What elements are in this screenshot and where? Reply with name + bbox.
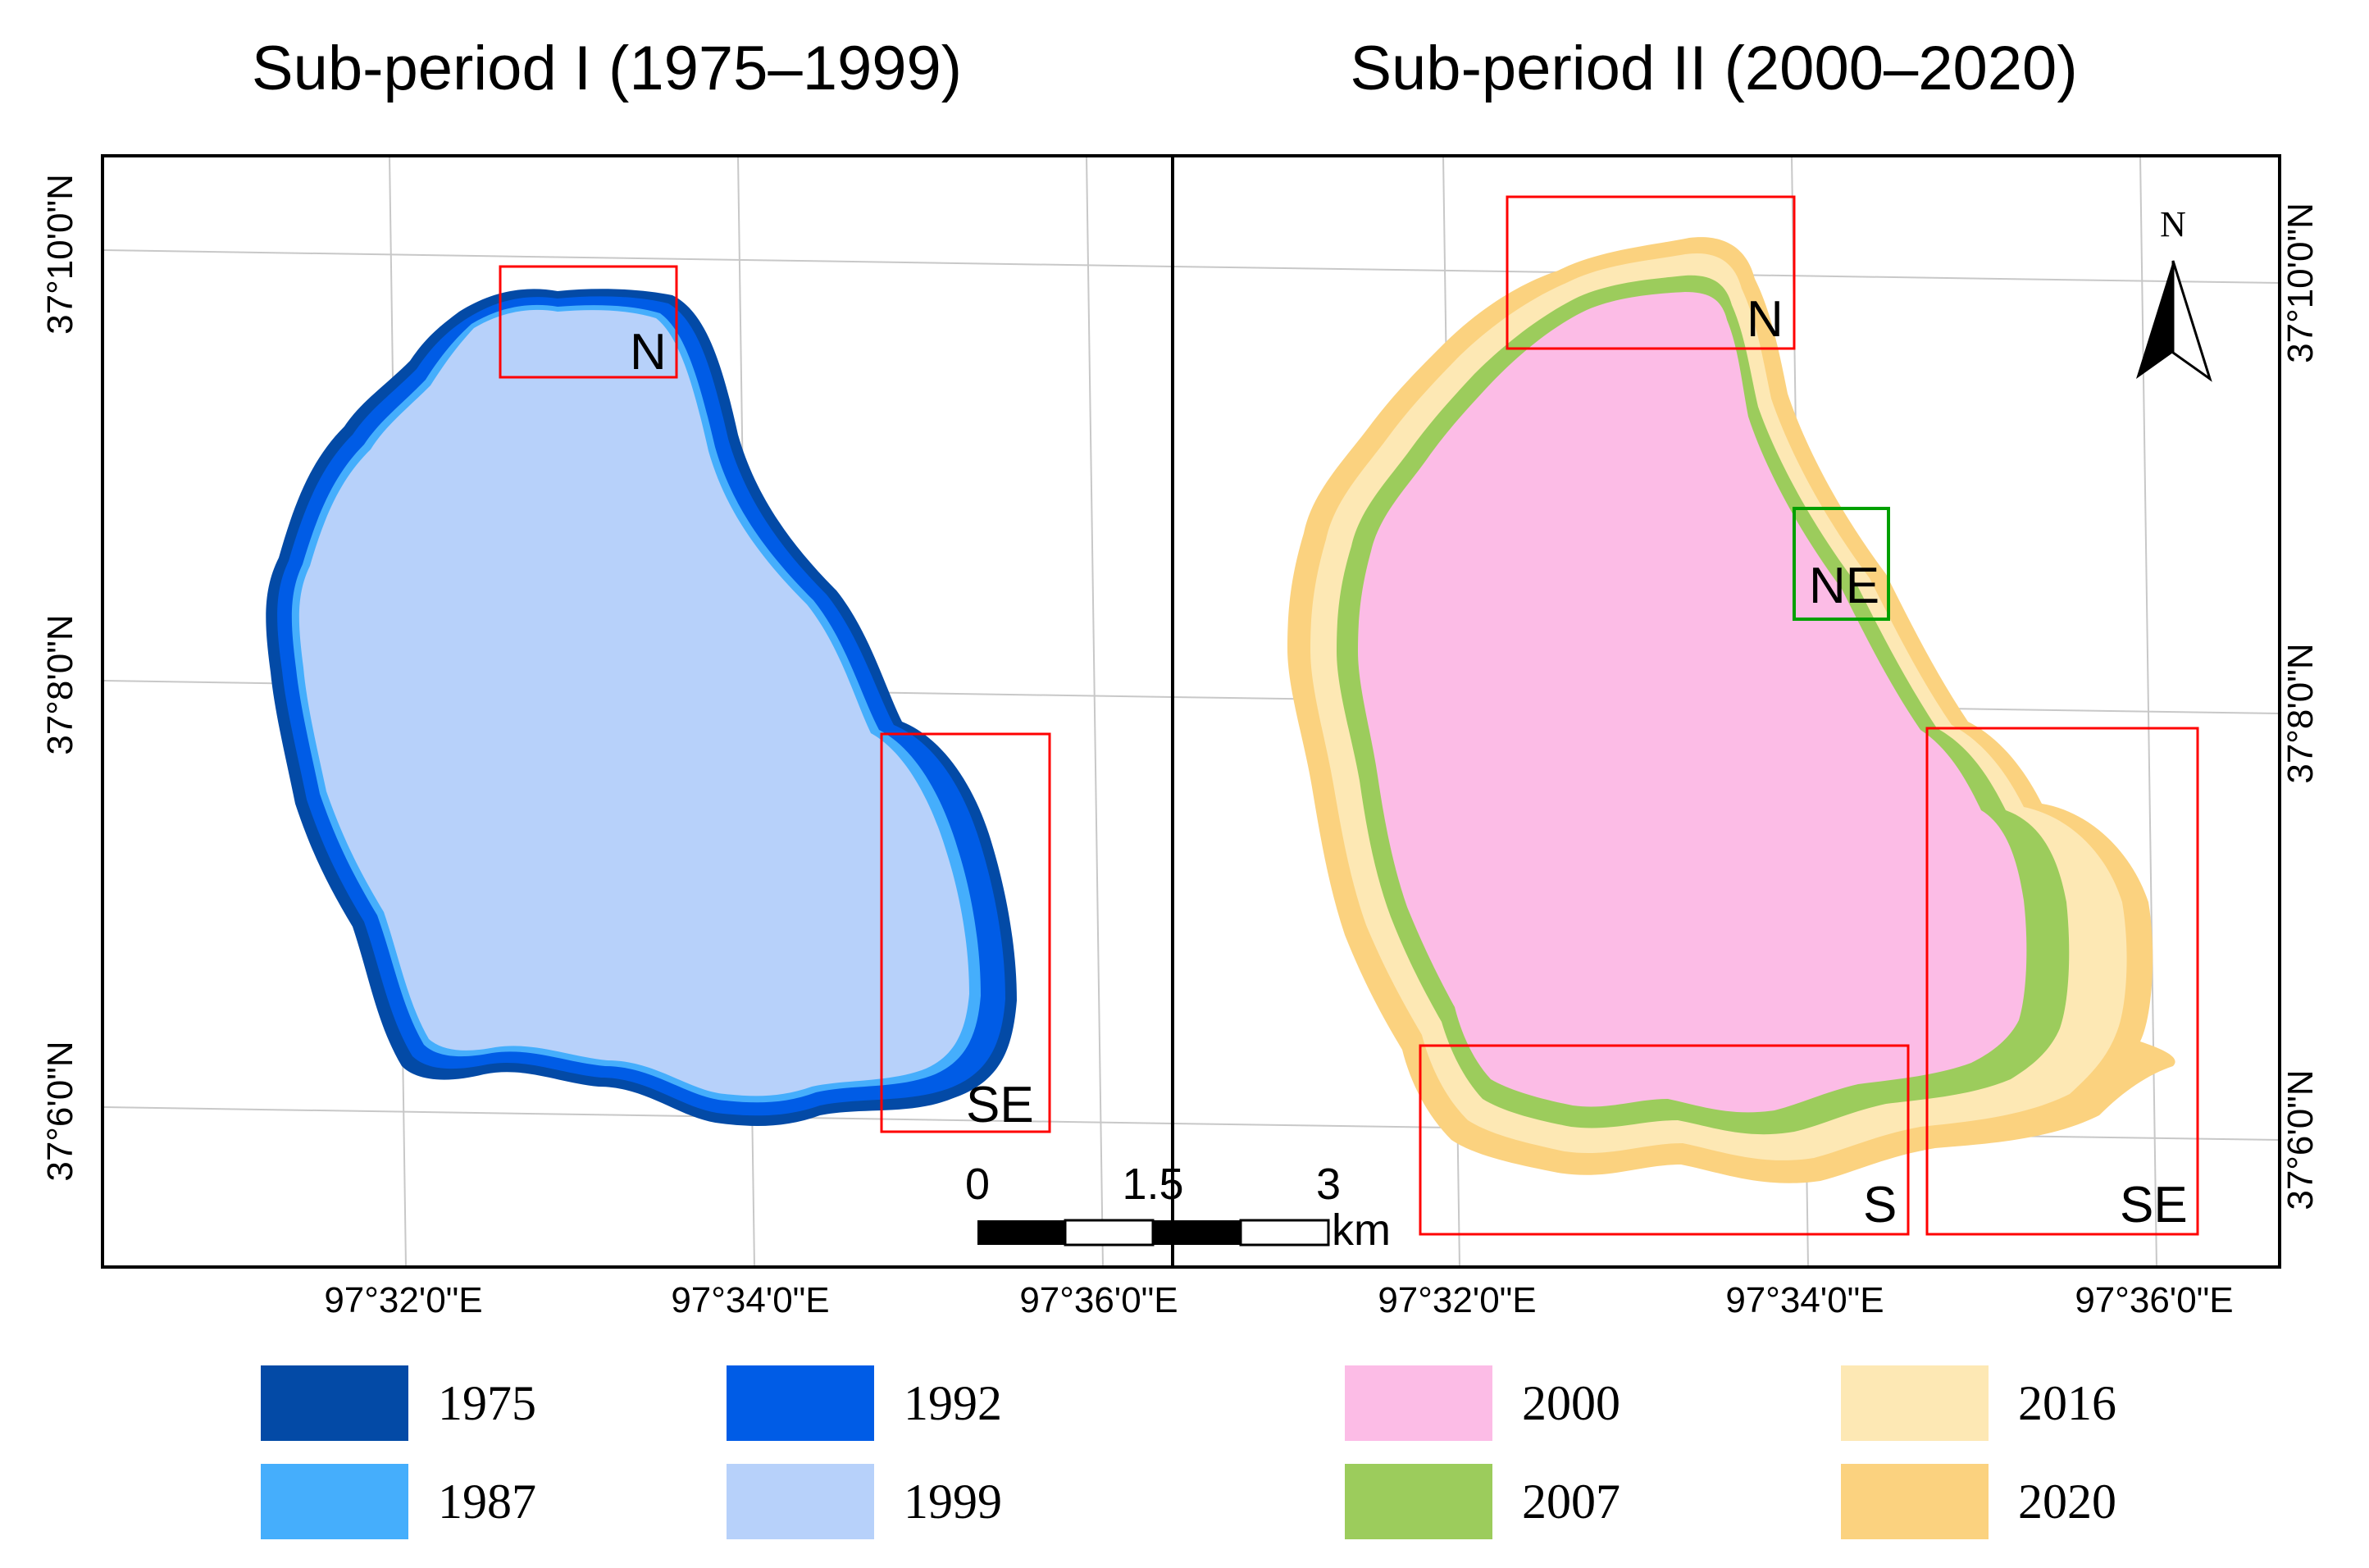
map-frame bbox=[101, 154, 2281, 1269]
legend-label: 2007 bbox=[1522, 1474, 1620, 1529]
panel1-title: Sub-period I (1975–1999) bbox=[251, 34, 963, 103]
lake-area-1999 bbox=[298, 309, 970, 1096]
box-se-panel2 bbox=[1925, 727, 2199, 1236]
graticule-line bbox=[102, 249, 1173, 267]
lat-label-left: 37°8'0"N bbox=[40, 614, 80, 754]
legend-swatch bbox=[727, 1464, 874, 1539]
lat-label-left: 37°6'0"N bbox=[40, 1041, 80, 1181]
scale-unit: km bbox=[1332, 1206, 1391, 1255]
legend-item: 1987 bbox=[261, 1464, 536, 1539]
box-label-n-panel1: N bbox=[630, 324, 667, 381]
lon-label-panel2: 97°36'0"E bbox=[2075, 1280, 2233, 1320]
legend-label: 1999 bbox=[904, 1474, 1002, 1529]
lon-label-panel1: 97°32'0"E bbox=[324, 1280, 482, 1320]
scale-segment bbox=[1064, 1219, 1155, 1247]
north-arrow-label: N bbox=[2160, 204, 2186, 244]
legend-label: 2016 bbox=[2018, 1375, 2116, 1430]
lat-label-right: 37°8'0"N bbox=[2280, 643, 2321, 783]
legend-item: 2000 bbox=[1345, 1365, 1620, 1441]
legend-swatch bbox=[1345, 1464, 1492, 1539]
lake-panel1 bbox=[266, 289, 1017, 1126]
panel2-boxes: N NE S SE bbox=[1419, 195, 2199, 1236]
legend-swatch bbox=[727, 1365, 874, 1441]
scale-segment bbox=[977, 1220, 1065, 1245]
lat-labels-left: 37°10'0"N 37°8'0"N 37°6'0"N bbox=[40, 174, 80, 1182]
box-label-n-panel2: N bbox=[1747, 291, 1784, 348]
legend-label: 1975 bbox=[438, 1375, 536, 1430]
legend-item: 1992 bbox=[727, 1365, 1002, 1441]
scale-tick-1: 1.5 bbox=[1122, 1160, 1183, 1209]
lat-labels-right: 37°10'0"N 37°8'0"N 37°6'0"N bbox=[2280, 203, 2321, 1210]
north-arrow: N bbox=[2136, 204, 2212, 382]
box-se-panel1 bbox=[880, 732, 1051, 1133]
box-label-ne-panel2: NE bbox=[1809, 558, 1879, 614]
lat-label-right: 37°6'0"N bbox=[2280, 1069, 2321, 1210]
graticule-line bbox=[102, 1106, 1173, 1124]
box-n-panel2 bbox=[1506, 195, 1796, 350]
legend-item: 1999 bbox=[727, 1464, 1002, 1539]
lat-label-right: 37°10'0"N bbox=[2280, 203, 2321, 363]
lon-label-panel2: 97°34'0"E bbox=[1725, 1280, 1884, 1320]
north-arrow-right-half bbox=[2171, 260, 2212, 382]
box-n-panel1 bbox=[499, 265, 678, 379]
legend-item: 2020 bbox=[1841, 1464, 2116, 1539]
lon-labels: 97°32'0"E 97°34'0"E 97°36'0"E 97°32'0"E … bbox=[324, 1280, 2233, 1320]
box-label-se-panel1: SE bbox=[966, 1077, 1034, 1133]
lat-label-left: 37°10'0"N bbox=[40, 174, 80, 335]
lon-label-panel1: 97°36'0"E bbox=[1019, 1280, 1178, 1320]
north-arrow-left-half bbox=[2136, 261, 2173, 379]
lake-area-2000 bbox=[1358, 292, 2027, 1113]
legend-label: 1992 bbox=[904, 1375, 1002, 1430]
legend-swatch bbox=[261, 1365, 408, 1441]
legend-swatch bbox=[1345, 1365, 1492, 1441]
box-ne-panel2 bbox=[1793, 507, 1890, 621]
legend-swatch bbox=[1841, 1464, 1989, 1539]
legend-item: 2007 bbox=[1345, 1464, 1620, 1539]
legend-swatch bbox=[261, 1464, 408, 1539]
legend-label: 2000 bbox=[1522, 1375, 1620, 1430]
graticule-line bbox=[1086, 155, 1104, 1268]
box-label-se-panel2: SE bbox=[2120, 1177, 2188, 1233]
lon-label-panel1: 97°34'0"E bbox=[671, 1280, 829, 1320]
panel1-boxes: N SE bbox=[499, 265, 1051, 1133]
legend-label: 2020 bbox=[2018, 1474, 2116, 1529]
legend-label: 1987 bbox=[438, 1474, 536, 1529]
scale-segment bbox=[1239, 1219, 1330, 1247]
scale-tick-0: 0 bbox=[965, 1160, 990, 1209]
scale-bar: 0 1.5 3 km bbox=[965, 1160, 1391, 1255]
scale-tick-2: 3 bbox=[1316, 1160, 1341, 1209]
legend-item: 2016 bbox=[1841, 1365, 2116, 1441]
graticule-line bbox=[2139, 155, 2157, 1268]
scale-segment bbox=[1153, 1220, 1241, 1245]
legend-item: 1975 bbox=[261, 1365, 536, 1441]
box-s-panel2 bbox=[1419, 1044, 1910, 1236]
panel2-title: Sub-period II (2000–2020) bbox=[1350, 34, 2078, 103]
lake-panel2 bbox=[1287, 237, 2175, 1183]
box-label-s-panel2: S bbox=[1863, 1177, 1897, 1233]
legend-swatch bbox=[1841, 1365, 1989, 1441]
lon-label-panel2: 97°32'0"E bbox=[1378, 1280, 1536, 1320]
